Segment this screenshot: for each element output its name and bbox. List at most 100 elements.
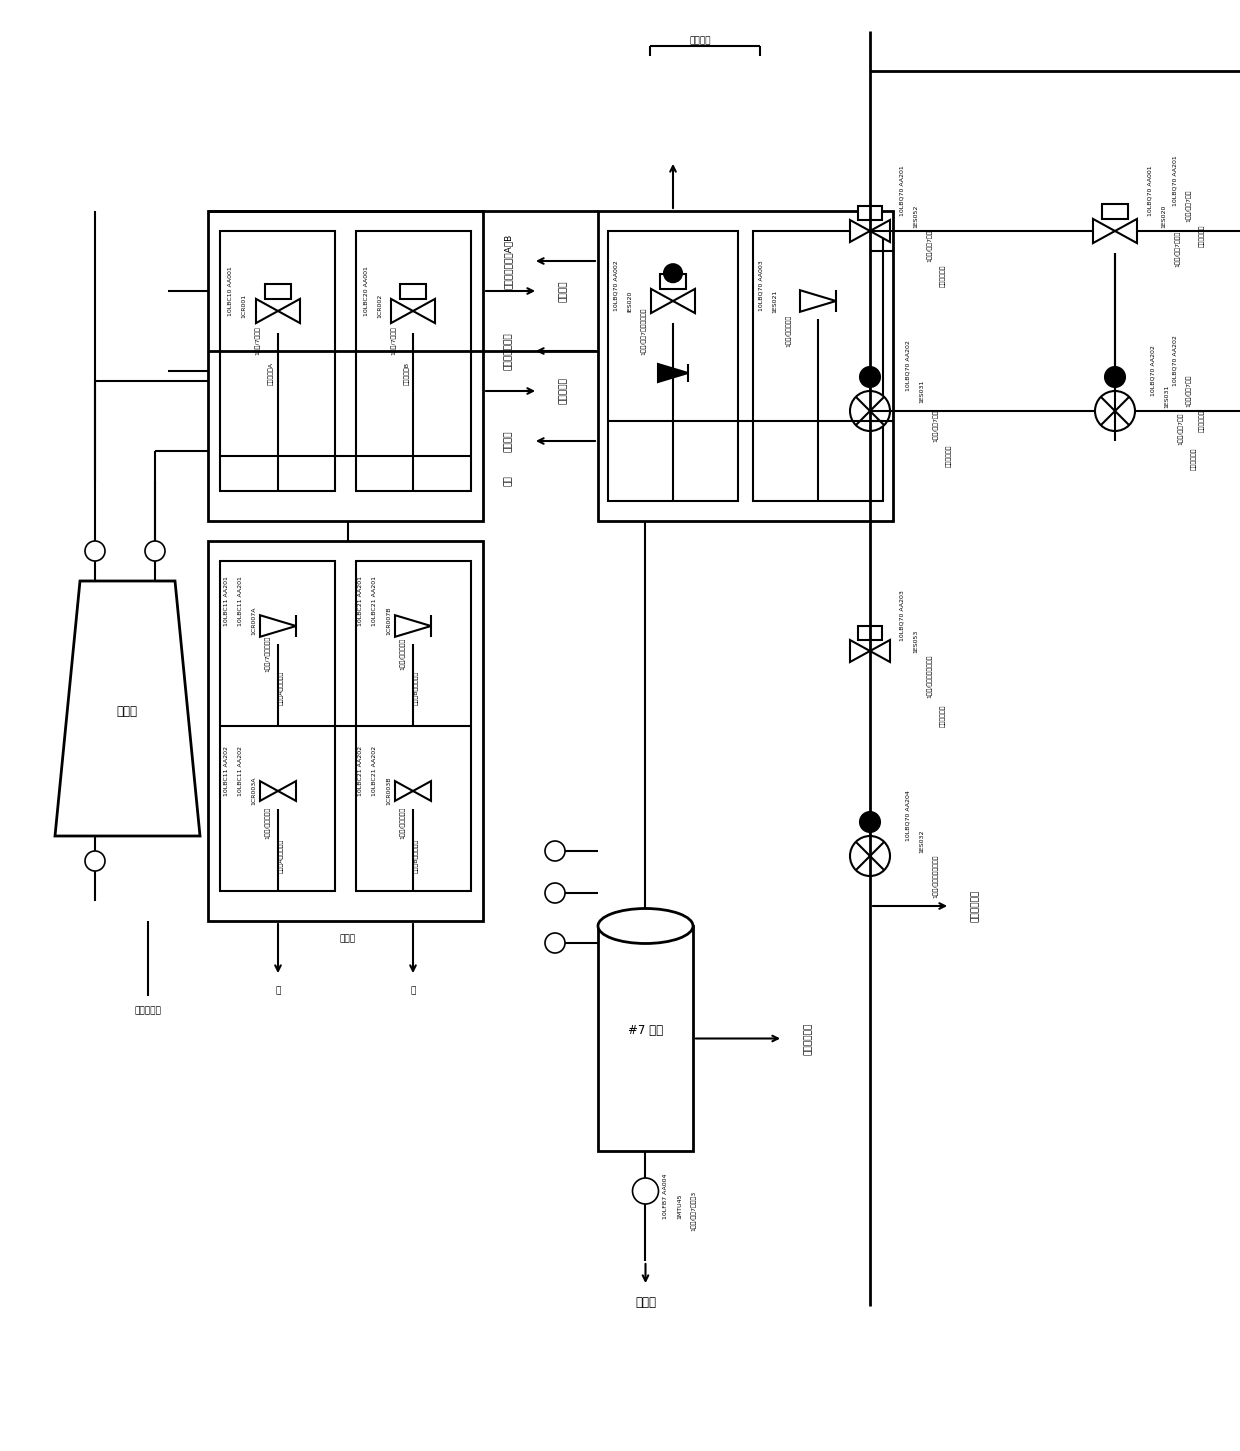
Bar bbox=[858, 206, 882, 221]
Polygon shape bbox=[278, 781, 296, 801]
Text: 1ES032: 1ES032 bbox=[920, 830, 925, 853]
Text: 10LBQ70 AA201: 10LBQ70 AA201 bbox=[1173, 155, 1178, 206]
Text: 1ES020: 1ES020 bbox=[1162, 205, 1167, 228]
Bar bbox=[598, 926, 693, 1151]
Text: #7 高加: #7 高加 bbox=[627, 1024, 663, 1037]
Bar bbox=[356, 562, 471, 891]
Bar bbox=[208, 210, 484, 521]
Text: 1号机/高加7进汽门旁路门: 1号机/高加7进汽门旁路门 bbox=[641, 308, 647, 354]
Text: 10LBC21 AA201: 10LBC21 AA201 bbox=[358, 576, 363, 625]
Text: 1号机/7高压缸排汽: 1号机/7高压缸排汽 bbox=[265, 636, 270, 672]
Polygon shape bbox=[55, 580, 200, 836]
Text: 逆止门A疏水调整门: 逆止门A疏水调整门 bbox=[278, 839, 284, 874]
Polygon shape bbox=[849, 221, 870, 242]
Text: 1号机/高加7进汽: 1号机/高加7进汽 bbox=[1187, 190, 1192, 222]
Polygon shape bbox=[413, 299, 435, 324]
Polygon shape bbox=[870, 640, 890, 662]
Text: 至暖: 至暖 bbox=[503, 476, 512, 486]
Text: 1号机/高压缸排汽: 1号机/高压缸排汽 bbox=[265, 807, 270, 839]
Bar bbox=[356, 231, 471, 490]
Text: 10LBQ70 AA202: 10LBQ70 AA202 bbox=[905, 341, 910, 392]
Text: 疏水分配器: 疏水分配器 bbox=[135, 1007, 161, 1016]
Bar bbox=[265, 283, 291, 299]
Text: 1号机/高压缸排汽: 1号机/高压缸排汽 bbox=[401, 807, 405, 839]
Text: 1号机/高加7进汽: 1号机/高加7进汽 bbox=[934, 409, 939, 443]
Bar bbox=[598, 210, 893, 521]
Circle shape bbox=[663, 264, 682, 281]
Text: 至轴封汽: 至轴封汽 bbox=[558, 280, 568, 302]
Text: 1MTU45: 1MTU45 bbox=[677, 1193, 682, 1219]
Circle shape bbox=[861, 367, 880, 387]
Polygon shape bbox=[870, 221, 890, 242]
Text: 1号机/七抽逆止门后疏锅: 1号机/七抽逆止门后疏锅 bbox=[934, 855, 939, 898]
Ellipse shape bbox=[598, 908, 693, 943]
Text: 高压缸: 高压缸 bbox=[117, 705, 138, 717]
Text: 排汽逆止门B: 排汽逆止门B bbox=[404, 361, 409, 385]
Bar bbox=[399, 283, 427, 299]
Bar bbox=[208, 541, 484, 921]
Text: 1号机/高加7进汽: 1号机/高加7进汽 bbox=[928, 229, 932, 263]
Text: 10LBQ70 AA002: 10LBQ70 AA002 bbox=[614, 261, 619, 312]
Text: 1ES021: 1ES021 bbox=[773, 289, 777, 312]
Polygon shape bbox=[673, 289, 694, 313]
Bar bbox=[858, 625, 882, 640]
Circle shape bbox=[849, 836, 890, 876]
Text: 10LBC21 AA202: 10LBC21 AA202 bbox=[358, 746, 363, 797]
Text: 火锅炉子: 火锅炉子 bbox=[689, 36, 711, 45]
Bar bbox=[219, 562, 335, 891]
Bar bbox=[608, 231, 738, 501]
Text: 至辅汽系统: 至辅汽系统 bbox=[558, 377, 568, 405]
Text: 10LBC21 AA202: 10LBC21 AA202 bbox=[372, 746, 377, 797]
Text: 1号机/高加7进汽: 1号机/高加7进汽 bbox=[1187, 374, 1192, 408]
Polygon shape bbox=[413, 781, 432, 801]
Text: 10LBQ70 AA202: 10LBQ70 AA202 bbox=[1173, 335, 1178, 386]
Text: 至大气扩容箱: 至大气扩容箱 bbox=[940, 705, 946, 727]
Text: 10LFB7 AA004: 10LFB7 AA004 bbox=[663, 1174, 668, 1219]
Text: 排汽逆止门A: 排汽逆止门A bbox=[268, 361, 274, 385]
Text: 逆止门后疏锅: 逆止门后疏锅 bbox=[1199, 409, 1205, 432]
Text: 1CR007B: 1CR007B bbox=[387, 607, 392, 636]
Text: 蒸汽泵: 蒸汽泵 bbox=[635, 1297, 656, 1309]
Text: 10LBC11 AA201: 10LBC11 AA201 bbox=[238, 576, 243, 625]
Text: 1号机/七抽逆止门后疏锅: 1号机/七抽逆止门后疏锅 bbox=[928, 654, 932, 698]
Text: 10LBQ70 AA003: 10LBQ70 AA003 bbox=[759, 261, 764, 312]
Text: 至: 至 bbox=[275, 987, 280, 995]
Polygon shape bbox=[255, 299, 278, 324]
Text: 10LBC11 AA202: 10LBC11 AA202 bbox=[223, 746, 228, 797]
Text: 1CR007A: 1CR007A bbox=[252, 607, 257, 636]
Text: 逆止门B疏水调整门: 逆止门B疏水调整门 bbox=[413, 839, 419, 874]
Polygon shape bbox=[651, 289, 673, 313]
Text: 1号机/高压缸排汽: 1号机/高压缸排汽 bbox=[401, 638, 405, 670]
Text: 逆止门前疏锅: 逆止门前疏锅 bbox=[1192, 448, 1197, 470]
Polygon shape bbox=[396, 615, 432, 637]
Text: 10LBC21 AA201: 10LBC21 AA201 bbox=[372, 576, 377, 625]
Circle shape bbox=[849, 390, 890, 431]
Polygon shape bbox=[800, 290, 836, 312]
Text: 10LBQ70 AA201: 10LBQ70 AA201 bbox=[899, 165, 904, 216]
Text: 至除氧器及给泵A、B: 至除氧器及给泵A、B bbox=[503, 234, 512, 289]
Polygon shape bbox=[849, 640, 870, 662]
Text: 10LBQ70 AA001: 10LBQ70 AA001 bbox=[1147, 165, 1152, 216]
Polygon shape bbox=[658, 364, 688, 382]
Polygon shape bbox=[1092, 219, 1115, 244]
Text: 10LBQ70 AA204: 10LBQ70 AA204 bbox=[905, 791, 910, 842]
Polygon shape bbox=[396, 781, 413, 801]
Circle shape bbox=[1105, 367, 1125, 387]
Bar bbox=[660, 273, 686, 289]
Text: 1ES031: 1ES031 bbox=[1164, 385, 1169, 408]
Text: 逆止门前疏锅: 逆止门前疏锅 bbox=[1199, 225, 1205, 247]
Text: 10LBC10 AA001: 10LBC10 AA001 bbox=[227, 266, 233, 316]
Polygon shape bbox=[1115, 219, 1137, 244]
Text: 10LBQ70 AA202: 10LBQ70 AA202 bbox=[1151, 345, 1156, 396]
Polygon shape bbox=[278, 299, 300, 324]
Text: 至暖热器: 至暖热器 bbox=[503, 431, 512, 451]
Text: 1号机/高加7进汽: 1号机/高加7进汽 bbox=[1178, 412, 1184, 445]
Text: 逆止门前疏锅: 逆止门前疏锅 bbox=[940, 264, 946, 287]
Text: 逆止门后疏锅: 逆止门后疏锅 bbox=[946, 445, 952, 467]
Text: 1CR002: 1CR002 bbox=[377, 295, 382, 318]
Bar bbox=[753, 231, 883, 501]
Polygon shape bbox=[260, 615, 296, 637]
Circle shape bbox=[861, 813, 880, 831]
Circle shape bbox=[1095, 390, 1135, 431]
Text: IES020: IES020 bbox=[627, 290, 632, 312]
